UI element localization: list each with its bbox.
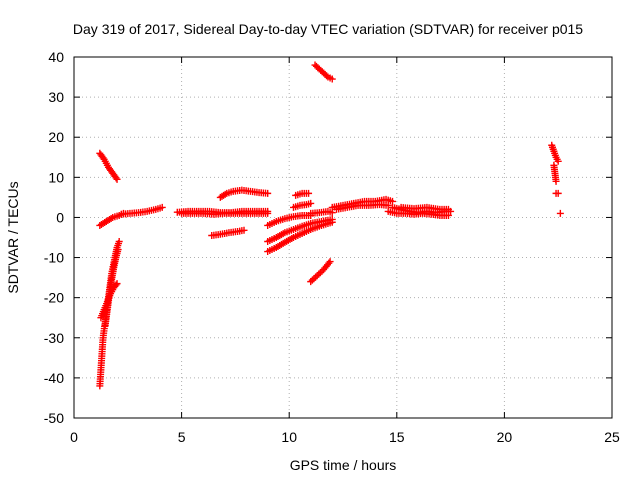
- x-axis-title: GPS time / hours: [290, 457, 397, 473]
- data-point: [305, 189, 313, 197]
- data-point: [113, 175, 121, 183]
- data-point: [113, 280, 121, 288]
- data-point: [240, 226, 248, 234]
- data-point: [384, 201, 392, 209]
- x-tick-label: 10: [281, 429, 297, 445]
- data-point: [554, 189, 562, 197]
- y-tick-label: 10: [48, 169, 64, 185]
- data-point: [114, 246, 122, 254]
- data-point: [328, 75, 336, 83]
- data-point: [552, 177, 560, 185]
- data-point: [115, 238, 123, 246]
- y-tick-label: -30: [44, 330, 64, 346]
- data-point: [388, 197, 396, 205]
- data-point: [444, 211, 452, 219]
- x-tick-label: 5: [178, 429, 186, 445]
- y-tick-label: 40: [48, 49, 64, 65]
- data-point: [328, 215, 336, 223]
- data-point: [99, 154, 107, 162]
- data-point: [554, 157, 562, 165]
- grid: [74, 57, 612, 418]
- y-tick-label: 30: [48, 89, 64, 105]
- data-point: [323, 72, 331, 80]
- x-tick-label: 20: [497, 429, 513, 445]
- data-point: [307, 199, 315, 207]
- y-axis-title: SDTVAR / TECUs: [5, 181, 21, 293]
- data-point: [221, 190, 229, 198]
- y-tick-label: 20: [48, 129, 64, 145]
- y-tick-label: -20: [44, 290, 64, 306]
- chart-title: Day 319 of 2017, Sidereal Day-to-day VTE…: [73, 21, 583, 37]
- x-tick-label: 0: [70, 429, 78, 445]
- data-point: [158, 203, 166, 211]
- y-tick-label: -10: [44, 250, 64, 266]
- data-point: [325, 259, 333, 267]
- data-point: [264, 209, 272, 217]
- data-point: [326, 258, 334, 266]
- axis-ticks: 0 5 10 15 20 25 -50 -40 -30 -20 -10 0 10 20 30 40: [44, 49, 620, 445]
- plot-frame: [73, 56, 613, 419]
- data-point: [556, 209, 564, 217]
- data-point: [444, 205, 452, 213]
- data-series: [96, 61, 564, 390]
- x-tick-label: 25: [604, 429, 620, 445]
- y-tick-label: 0: [56, 209, 64, 225]
- x-tick-label: 15: [389, 429, 405, 445]
- y-tick-label: -50: [44, 410, 64, 426]
- data-point: [264, 189, 272, 197]
- data-point: [112, 174, 120, 182]
- data-point: [107, 214, 115, 222]
- y-tick-label: -40: [44, 370, 64, 386]
